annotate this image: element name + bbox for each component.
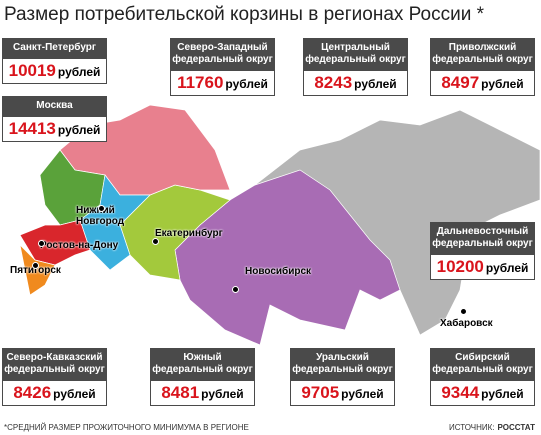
value-unit: рублей — [53, 387, 96, 401]
region-box: Северо-Западный федеральный округ 11760 ру… — [170, 38, 275, 96]
region-box: Сибирский федеральный округ 9344 рублей — [430, 348, 535, 406]
value-number: 11760 — [177, 73, 224, 92]
region-value: 10019 рублей — [2, 58, 107, 84]
region-value: 10200 рублей — [430, 254, 535, 280]
region-box: Санкт-Петербург 10019 рублей — [2, 38, 107, 84]
city-label: Ростов-на-Дону — [40, 240, 119, 251]
region-name: Центральный федеральный округ — [303, 38, 408, 70]
region-value: 8243 рублей — [303, 70, 408, 96]
region-box: Центральный федеральный округ 8243 рублей — [303, 38, 408, 96]
city-label: Нижний Новгород — [76, 205, 125, 227]
source: ИСТОЧНИК: РОССТАТ — [449, 423, 535, 432]
region-name: Сибирский федеральный округ — [430, 348, 535, 380]
value-unit: рублей — [354, 77, 397, 91]
value-number: 9705 — [301, 383, 340, 402]
region-box: Дальневосточный федеральный округ 10200 ру… — [430, 222, 535, 280]
region-name: Приволжский федеральный округ — [430, 38, 535, 70]
region-name: Северо-Кавказский федеральный округ — [2, 348, 107, 380]
region-name: Южный федеральный округ — [150, 348, 255, 380]
value-unit: рублей — [225, 77, 268, 91]
footnote: *СРЕДНИЙ РАЗМЕР ПРОЖИТОЧНОГО МИНИМУМА В … — [4, 423, 249, 432]
region-box: Приволжский федеральный округ 8497 рублей — [430, 38, 535, 96]
value-unit: рублей — [341, 387, 384, 401]
value-number: 10019 — [8, 61, 56, 80]
city-dot — [98, 205, 105, 212]
value-number: 14413 — [8, 119, 56, 138]
value-unit: рублей — [485, 261, 529, 275]
region-name: Дальневосточный федеральный округ — [430, 222, 535, 254]
value-unit: рублей — [201, 387, 244, 401]
city-dot — [32, 262, 39, 269]
value-number: 8426 — [13, 383, 52, 402]
region-name: Санкт-Петербург — [2, 38, 107, 58]
source-name: РОССТАТ — [497, 423, 535, 432]
value-number: 8481 — [161, 383, 200, 402]
region-value: 9705 рублей — [290, 380, 395, 406]
value-unit: рублей — [57, 123, 101, 137]
value-unit: рублей — [481, 387, 524, 401]
city-dot — [38, 240, 45, 247]
city-label: Пятигорск — [10, 265, 61, 276]
city-label: Екатеринбург — [155, 228, 223, 239]
north-caucasus — [19, 243, 56, 296]
region-value: 11760 рублей — [170, 70, 275, 96]
region-name: Москва — [2, 96, 107, 116]
value-number: 8243 — [314, 73, 353, 92]
value-number: 9344 — [441, 383, 480, 402]
city-dot — [152, 238, 159, 245]
city-dot — [460, 308, 467, 315]
city-label: Хабаровск — [440, 318, 493, 329]
city-dot — [232, 286, 239, 293]
region-box: Москва 14413 рублей — [2, 96, 107, 142]
title: Размер потребительской корзины в региона… — [4, 4, 484, 25]
value-unit: рублей — [481, 77, 524, 91]
region-name: Северо-Западный федеральный округ — [170, 38, 275, 70]
city-label: Новосибирск — [245, 266, 312, 277]
value-number: 10200 — [436, 257, 484, 276]
region-name: Уральский федеральный округ — [290, 348, 395, 380]
region-box: Северо-Кавказский федеральный округ 8426 р… — [2, 348, 107, 406]
region-value: 14413 рублей — [2, 116, 107, 142]
region-value: 8426 рублей — [2, 380, 107, 406]
value-unit: рублей — [57, 65, 101, 79]
region-value: 8497 рублей — [430, 70, 535, 96]
region-box: Уральский федеральный округ 9705 рублей — [290, 348, 395, 406]
region-box: Южный федеральный округ 8481 рублей — [150, 348, 255, 406]
source-label: ИСТОЧНИК: — [448, 423, 495, 432]
region-value: 9344 рублей — [430, 380, 535, 406]
value-number: 8497 — [441, 73, 480, 92]
region-value: 8481 рублей — [150, 380, 255, 406]
